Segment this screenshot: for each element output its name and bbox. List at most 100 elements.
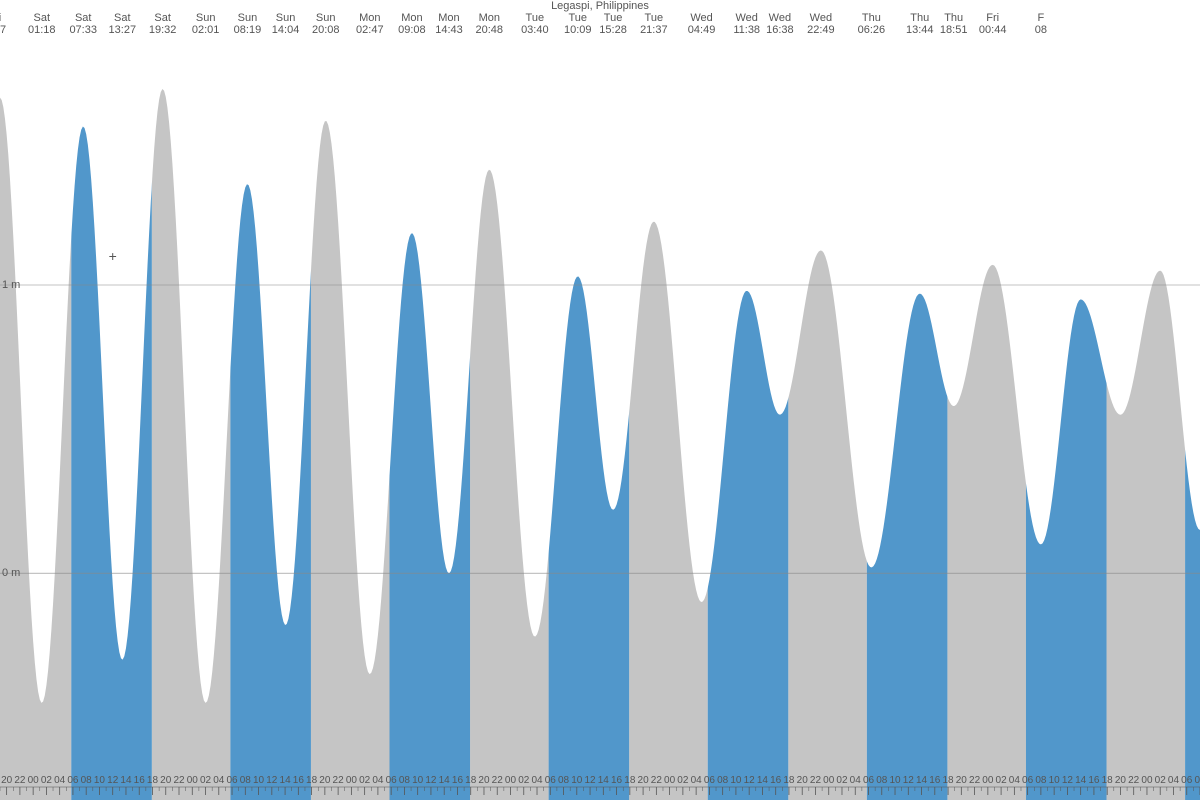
hour-tick-label: 02 [677, 775, 688, 786]
hour-tick-label: 04 [54, 775, 65, 786]
hour-tick-label: 06 [386, 775, 397, 786]
hour-tick-label: 22 [1128, 775, 1139, 786]
hour-tick-label: 02 [200, 775, 211, 786]
hour-tick-label: 20 [956, 775, 967, 786]
hour-tick-label: 14 [1075, 775, 1086, 786]
hour-tick-label: 10 [889, 775, 900, 786]
tide-time-label: Sun02:01 [192, 12, 220, 36]
hour-tick-label: 08 [1194, 775, 1200, 786]
hour-tick-label: 20 [478, 775, 489, 786]
hour-tick-label: 04 [850, 775, 861, 786]
hour-tick-label: 06 [545, 775, 556, 786]
hour-tick-label: 10 [730, 775, 741, 786]
hour-tick-label: 20 [1, 775, 12, 786]
hour-tick-label: 22 [969, 775, 980, 786]
hour-tick-label: 22 [173, 775, 184, 786]
hour-tick-label: 20 [638, 775, 649, 786]
hour-tick-label: 20 [1115, 775, 1126, 786]
hour-tick-label: 02 [41, 775, 52, 786]
hour-tick-label: 04 [1009, 775, 1020, 786]
hour-tick-label: 18 [306, 775, 317, 786]
hour-tick-label: 14 [916, 775, 927, 786]
hour-tick-label: 22 [492, 775, 503, 786]
hour-tick-label: 14 [120, 775, 131, 786]
hour-tick-label: 14 [439, 775, 450, 786]
hour-tick-label: 08 [240, 775, 251, 786]
hour-tick-label: 00 [664, 775, 675, 786]
tide-chart: Legaspi, Philippines i57Sat01:18Sat07:33… [0, 0, 1200, 800]
tide-time-label: Wed16:38 [766, 12, 794, 36]
y-gridline-label: 0 m [2, 567, 20, 579]
tide-time-label: Mon09:08 [398, 12, 426, 36]
hour-tick-label: 12 [107, 775, 118, 786]
hour-tick-label: 06 [1181, 775, 1192, 786]
tide-time-label: Mon20:48 [476, 12, 504, 36]
hour-tick-label: 18 [624, 775, 635, 786]
hour-tick-label: 10 [412, 775, 423, 786]
hour-tick-label: 06 [226, 775, 237, 786]
tide-time-label: Fri00:44 [979, 12, 1007, 36]
hour-tick-label: 16 [1088, 775, 1099, 786]
hour-tick-label: 08 [399, 775, 410, 786]
tide-time-label: Mon14:43 [435, 12, 463, 36]
hour-tick-label: 10 [571, 775, 582, 786]
tide-time-label: Thu06:26 [858, 12, 886, 36]
hour-tick-label: 04 [213, 775, 224, 786]
tide-time-label: Sun08:19 [234, 12, 262, 36]
hour-tick-label: 12 [744, 775, 755, 786]
tide-time-label: i57 [0, 12, 6, 36]
hour-tick-label: 00 [823, 775, 834, 786]
tide-time-label: Tue03:40 [521, 12, 549, 36]
tide-time-label: Thu18:51 [940, 12, 968, 36]
hour-tick-label: 04 [1168, 775, 1179, 786]
hour-tick-label: 00 [505, 775, 516, 786]
tide-time-label: Sat19:32 [149, 12, 177, 36]
hour-tick-label: 02 [836, 775, 847, 786]
hour-tick-label: 02 [1155, 775, 1166, 786]
hour-tick-label: 00 [346, 775, 357, 786]
hour-tick-label: 12 [903, 775, 914, 786]
hour-tick-label: 16 [770, 775, 781, 786]
hour-tick-label: 20 [797, 775, 808, 786]
hour-tick-label: 16 [611, 775, 622, 786]
hour-tick-label: 12 [584, 775, 595, 786]
tide-time-label: F08 [1035, 12, 1047, 36]
hour-tick-label: 10 [253, 775, 264, 786]
hour-tick-label: 14 [280, 775, 291, 786]
hour-tick-label: 12 [266, 775, 277, 786]
hour-tick-label: 18 [465, 775, 476, 786]
hour-tick-label: 08 [717, 775, 728, 786]
hour-tick-label: 22 [810, 775, 821, 786]
hour-tick-label: 16 [293, 775, 304, 786]
hour-tick-label: 00 [187, 775, 198, 786]
hour-tick-label: 10 [94, 775, 105, 786]
hour-tick-label: 04 [372, 775, 383, 786]
hour-tick-label: 04 [531, 775, 542, 786]
tide-time-label: Thu13:44 [906, 12, 934, 36]
hour-tick-label: 20 [160, 775, 171, 786]
hour-tick-label: 00 [1141, 775, 1152, 786]
hour-tick-label: 06 [1022, 775, 1033, 786]
y-gridline-label: 1 m [2, 279, 20, 291]
hour-tick-label: 12 [425, 775, 436, 786]
hour-tick-label: 02 [359, 775, 370, 786]
hour-tick-label: 16 [929, 775, 940, 786]
hour-tick-label: 18 [783, 775, 794, 786]
tide-time-label: Sun14:04 [272, 12, 300, 36]
hour-tick-label: 02 [518, 775, 529, 786]
tide-time-label: Mon02:47 [356, 12, 384, 36]
crosshair-marker: + [109, 248, 117, 264]
hour-tick-label: 08 [876, 775, 887, 786]
hour-tick-label: 00 [982, 775, 993, 786]
tide-time-label: Sun20:08 [312, 12, 340, 36]
hour-tick-label: 16 [134, 775, 145, 786]
hour-tick-label: 08 [558, 775, 569, 786]
hour-tick-label: 18 [1102, 775, 1113, 786]
hour-tick-label: 02 [996, 775, 1007, 786]
hour-tick-label: 22 [651, 775, 662, 786]
tide-time-label: Wed04:49 [688, 12, 716, 36]
hour-tick-label: 10 [1049, 775, 1060, 786]
hour-tick-label: 22 [333, 775, 344, 786]
tide-time-label: Tue10:09 [564, 12, 592, 36]
hour-tick-label: 20 [319, 775, 330, 786]
